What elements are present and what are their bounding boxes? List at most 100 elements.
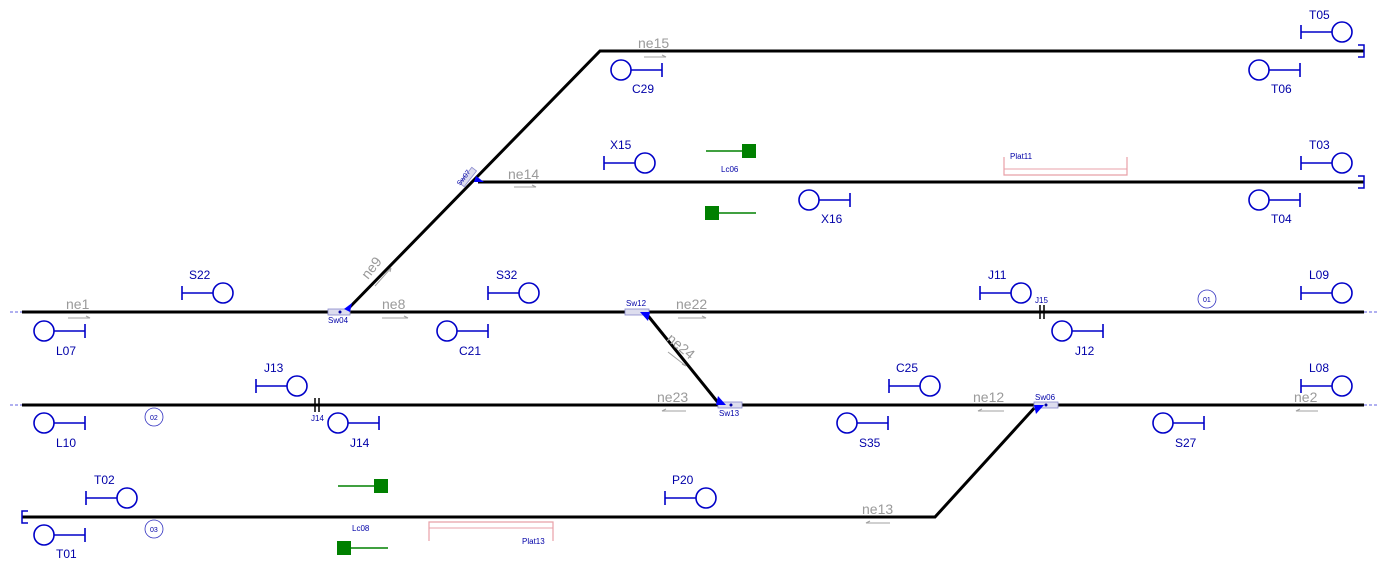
signal-t04[interactable]: T04 bbox=[1248, 189, 1301, 226]
section-ne14[interactable]: ne14 bbox=[508, 166, 539, 188]
platform-outline bbox=[428, 521, 554, 541]
section-label: ne14 bbox=[508, 166, 539, 182]
marker-circle-icon bbox=[144, 407, 164, 427]
switch-sw06[interactable]: Sw06 bbox=[1033, 393, 1059, 414]
section-ne22[interactable]: ne22 bbox=[676, 296, 707, 319]
switch-label: Sw12 bbox=[626, 299, 647, 308]
platform-plat13[interactable]: Plat13 bbox=[428, 521, 554, 546]
section-ne13[interactable]: ne13 bbox=[862, 501, 893, 524]
track-ne13[interactable] bbox=[22, 403, 1039, 519]
signal-j14[interactable]: J14 bbox=[327, 412, 380, 450]
platforms: Plat11 Plat13 bbox=[428, 152, 1128, 546]
signal-t01[interactable]: T01 bbox=[33, 524, 86, 561]
direction-arrow-icon bbox=[977, 408, 1004, 412]
signal-j13[interactable]: J13 bbox=[255, 361, 308, 397]
signal-lamp-icon bbox=[1152, 412, 1174, 434]
signal-l09[interactable]: L09 bbox=[1300, 268, 1353, 304]
signal-s22[interactable]: S22 bbox=[181, 268, 234, 304]
joints: J15 J14 bbox=[311, 296, 1048, 423]
signal-l08[interactable]: L08 bbox=[1300, 361, 1353, 397]
section-ne2[interactable]: ne2 bbox=[1294, 389, 1318, 412]
section-label: ne22 bbox=[676, 296, 707, 312]
signal-c21[interactable]: C21 bbox=[436, 320, 489, 358]
signal-c29[interactable]: C29 bbox=[610, 59, 663, 96]
signal-label: J13 bbox=[264, 361, 284, 375]
section-label: ne2 bbox=[1294, 389, 1318, 405]
signal-c25[interactable]: C25 bbox=[888, 361, 941, 397]
level-crossing-lc08[interactable]: Lc08 bbox=[337, 479, 388, 555]
marker-label: 01 bbox=[1203, 297, 1211, 304]
switch-pointer-icon bbox=[716, 396, 726, 405]
signal-label: S35 bbox=[859, 436, 881, 450]
signal-label: J14 bbox=[350, 436, 370, 450]
signal-label: T01 bbox=[56, 547, 77, 561]
switch-sw04[interactable]: Sw04 bbox=[327, 303, 352, 325]
section-ne24[interactable]: ne24 bbox=[664, 330, 698, 367]
marker-01[interactable]: 01 bbox=[1197, 289, 1217, 309]
platform-outline bbox=[1003, 157, 1128, 176]
section-label: ne15 bbox=[638, 35, 669, 51]
signals: T05 T06 C29 X15 T03 X16 bbox=[33, 8, 1353, 561]
joint-j15[interactable]: J15 bbox=[1035, 296, 1048, 319]
direction-arrow-icon bbox=[667, 351, 687, 367]
switch-sw12[interactable]: Sw12 bbox=[624, 299, 650, 321]
signal-label: X16 bbox=[821, 212, 843, 226]
switch-pivot-icon bbox=[1044, 403, 1048, 407]
marker-03[interactable]: 03 bbox=[144, 519, 164, 539]
signal-label: C25 bbox=[896, 361, 918, 375]
level-crossing-lc06[interactable]: Lc06 bbox=[705, 144, 756, 220]
signal-j11[interactable]: J11 bbox=[979, 268, 1032, 304]
barrier-block-icon bbox=[337, 541, 351, 555]
section-ne15[interactable]: ne15 bbox=[638, 35, 669, 58]
joint-j14[interactable]: J14 bbox=[311, 398, 324, 423]
signal-l07[interactable]: L07 bbox=[33, 320, 86, 358]
signal-lamp-icon bbox=[286, 375, 308, 397]
section-ne12[interactable]: ne12 bbox=[973, 389, 1004, 412]
signal-t06[interactable]: T06 bbox=[1248, 59, 1301, 96]
signal-x15[interactable]: X15 bbox=[603, 138, 656, 174]
signal-lamp-icon bbox=[33, 320, 55, 342]
signal-s35[interactable]: S35 bbox=[836, 412, 889, 450]
signal-x16[interactable]: X16 bbox=[798, 189, 851, 226]
signal-lamp-icon bbox=[634, 152, 656, 174]
level-crossings: Lc06 Lc08 bbox=[337, 144, 756, 555]
signal-lamp-icon bbox=[1051, 320, 1073, 342]
platform-plat11[interactable]: Plat11 bbox=[1003, 152, 1128, 176]
signal-label: J11 bbox=[988, 268, 1007, 282]
signal-label: J12 bbox=[1075, 344, 1095, 358]
section-ne23[interactable]: ne23 bbox=[657, 389, 688, 412]
signal-label: C29 bbox=[632, 82, 654, 96]
switch-pointer-icon bbox=[344, 303, 352, 312]
signal-l10[interactable]: L10 bbox=[33, 412, 86, 450]
switch-sw13[interactable]: Sw13 bbox=[716, 396, 743, 418]
track-ne15[interactable] bbox=[343, 49, 1364, 314]
direction-arrow-icon bbox=[374, 267, 392, 287]
signal-lamp-icon bbox=[1331, 375, 1353, 397]
buffer-stop-icon bbox=[1358, 44, 1365, 58]
section-ne1[interactable]: ne1 bbox=[66, 296, 91, 319]
signal-s27[interactable]: S27 bbox=[1152, 412, 1205, 450]
signal-label: T05 bbox=[1309, 8, 1330, 22]
signal-t03[interactable]: T03 bbox=[1300, 138, 1353, 174]
signal-p20[interactable]: P20 bbox=[664, 473, 717, 509]
signal-t02[interactable]: T02 bbox=[85, 473, 138, 509]
section-label: ne12 bbox=[973, 389, 1004, 405]
barrier-block-icon bbox=[742, 144, 756, 158]
signal-lamp-icon bbox=[33, 524, 55, 546]
section-ne8[interactable]: ne8 bbox=[382, 296, 409, 319]
direction-arrow-icon bbox=[661, 408, 686, 412]
signal-lamp-icon bbox=[212, 282, 234, 304]
signal-lamp-icon bbox=[1248, 59, 1270, 81]
signal-label: X15 bbox=[610, 138, 632, 152]
signal-label: L09 bbox=[1309, 268, 1329, 282]
marker-02[interactable]: 02 bbox=[144, 407, 164, 427]
signal-lamp-icon bbox=[116, 487, 138, 509]
signal-s32[interactable]: S32 bbox=[487, 268, 540, 304]
buffer-stop-icon bbox=[21, 510, 28, 524]
signal-label: T02 bbox=[94, 473, 115, 487]
signal-j12[interactable]: J12 bbox=[1051, 320, 1104, 358]
signal-t05[interactable]: T05 bbox=[1300, 8, 1353, 43]
direction-arrow-icon bbox=[382, 315, 409, 319]
track-ne24[interactable] bbox=[643, 311, 722, 406]
switch-label: Sw04 bbox=[328, 316, 349, 325]
